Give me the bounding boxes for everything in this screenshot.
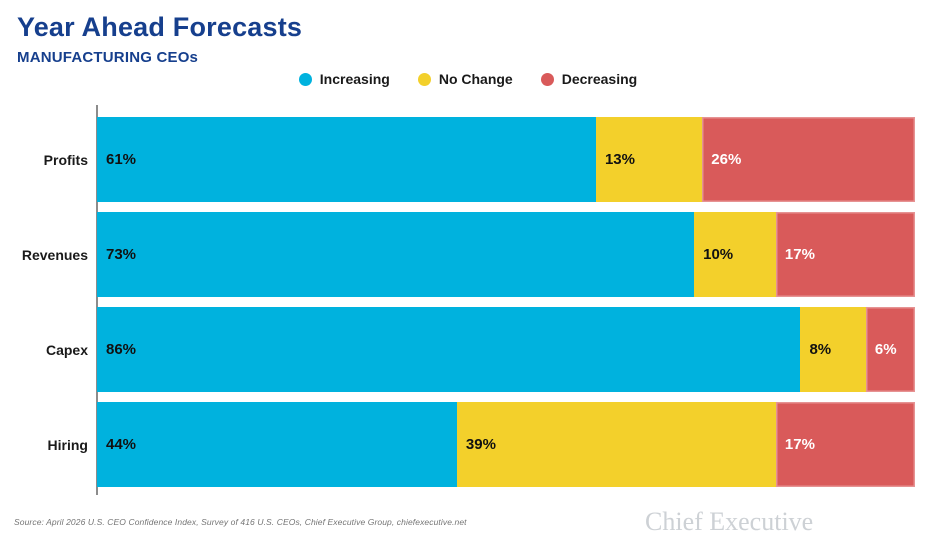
y-axis-line	[96, 105, 98, 495]
bar-row-capex: 86% 8% 6%	[97, 307, 915, 392]
bar-row-profits: 61% 13% 26%	[97, 117, 915, 202]
category-label-profits: Profits	[43, 151, 88, 168]
legend-dot-icon	[417, 72, 431, 86]
value-label: 13%	[604, 151, 635, 168]
legend-item-increasing: Increasing	[298, 71, 390, 87]
value-label: 61%	[106, 151, 137, 168]
category-label-revenues: Revenues	[21, 246, 88, 263]
value-label: 39%	[465, 436, 496, 453]
source-note: Source: April 2026 U.S. CEO Confidence I…	[14, 517, 467, 527]
page-title: Year Ahead Forecasts	[17, 12, 303, 42]
bar-segment-no-change: 8%	[800, 307, 866, 392]
bar-segment-decreasing: 17%	[775, 402, 915, 487]
value-label: 86%	[106, 341, 137, 358]
value-label: 17%	[784, 436, 815, 453]
bar-segment-increasing: 73%	[97, 212, 695, 297]
bar-segment-increasing: 86%	[97, 307, 801, 392]
category-label-capex: Capex	[45, 341, 88, 358]
legend-dot-icon	[298, 72, 312, 86]
value-label: 10%	[703, 246, 734, 263]
brand-logo: Chief Executive	[645, 507, 814, 536]
legend-label: Increasing	[319, 71, 390, 87]
bar-segment-no-change: 10%	[694, 212, 776, 297]
bar-segment-increasing: 61%	[97, 117, 596, 202]
chart-legend: Increasing No Change Decreasing	[0, 71, 936, 87]
bar-row-hiring: 44% 39% 17%	[97, 402, 915, 487]
value-label: 8%	[809, 341, 832, 358]
bar-segment-no-change: 13%	[595, 117, 703, 202]
bar-row-revenues: 73% 10% 17%	[97, 212, 915, 297]
value-label: 26%	[711, 151, 742, 168]
legend-label: Decreasing	[561, 71, 638, 87]
bar-segment-decreasing: 6%	[865, 307, 915, 392]
value-label: 17%	[784, 246, 815, 263]
legend-item-decreasing: Decreasing	[540, 71, 638, 87]
bar-segment-decreasing: 26%	[702, 117, 915, 202]
legend-dot-icon	[540, 72, 554, 86]
value-label: 44%	[106, 436, 137, 453]
value-label: 73%	[106, 246, 137, 263]
bar-segment-decreasing: 17%	[775, 212, 915, 297]
value-label: 6%	[874, 341, 897, 358]
page-subtitle: MANUFACTURING CEOs	[17, 49, 199, 66]
bar-segment-increasing: 44%	[97, 402, 457, 487]
legend-label: No Change	[438, 71, 513, 87]
legend-item-no-change: No Change	[417, 71, 513, 87]
category-label-hiring: Hiring	[47, 436, 88, 453]
bar-segment-no-change: 39%	[456, 402, 776, 487]
